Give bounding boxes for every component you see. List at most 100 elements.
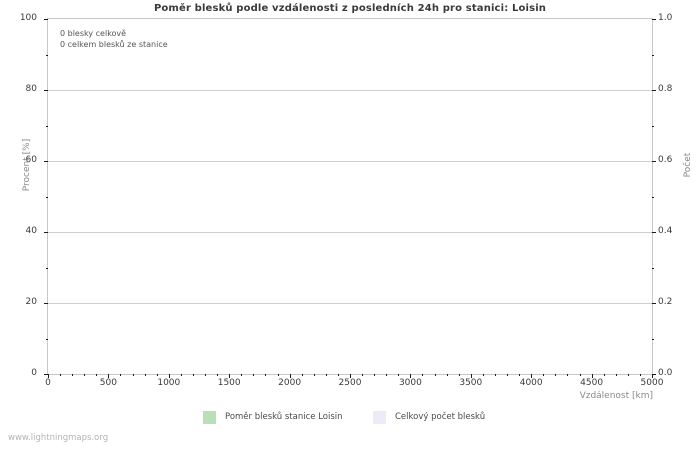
tick-major [168, 374, 170, 378]
site-watermark: www.lightningmaps.org [8, 433, 109, 443]
y-tick-label: 0 [31, 368, 37, 378]
tick-minor [120, 374, 122, 376]
y2-axis-title: Počet [683, 152, 693, 178]
tick-minor [253, 374, 255, 376]
tick-minor [567, 374, 569, 376]
tick-major [652, 374, 653, 378]
tick-minor [458, 374, 460, 376]
x-tick-label: 3000 [398, 378, 422, 388]
tick-minor [46, 267, 48, 269]
x-axis-tick-labels: 0 500 1000 1500 2000 2500 3000 3500 4000 4500 5000 [45, 378, 663, 392]
tick-major [652, 232, 656, 233]
y2-axis-tick-labels: 0.0 0.2 0.4 0.6 0.8 1.0 [658, 14, 700, 378]
tick-minor [555, 374, 557, 376]
y-axis-title: Procent [%] [22, 138, 32, 192]
tick-major [652, 19, 656, 20]
tick-minor [652, 338, 654, 340]
tick-minor [217, 374, 219, 376]
x-axis-title: Vzdálenost [km] [579, 391, 653, 401]
tick-minor [519, 374, 521, 376]
gridline [48, 303, 652, 304]
tick-minor [386, 374, 388, 376]
x-tick-label: 0 [45, 378, 51, 388]
legend-label: Poměr blesků stanice Loisin [225, 412, 343, 422]
tick-minor [507, 374, 509, 376]
plot-area: 0 blesky celkově 0 celkem blesků ze stan… [44, 18, 656, 378]
tick-minor [156, 374, 158, 376]
tick-minor [46, 338, 48, 340]
tick-minor [374, 374, 376, 376]
tick-minor [72, 374, 74, 376]
legend-label: Celkový počet blesků [395, 412, 486, 422]
annotation-line-station: 0 celkem blesků ze stanice [60, 40, 168, 49]
y-axis-tick-labels: 0 20 40 60 80 100 [0, 14, 42, 378]
tick-minor [494, 374, 496, 376]
tick-major [44, 90, 48, 91]
tick-minor [325, 374, 327, 376]
tick-minor [627, 374, 629, 376]
y-tick-label: 100 [19, 13, 37, 23]
chart-legend: Poměr blesků stanice Loisin Celkový počet… [47, 409, 653, 427]
tick-minor [46, 125, 48, 127]
tick-minor [482, 374, 484, 376]
tick-major [652, 161, 656, 162]
tick-minor [46, 196, 48, 198]
tick-minor [241, 374, 243, 376]
tick-major [652, 374, 656, 375]
tick-major [289, 374, 291, 378]
tick-minor [265, 374, 267, 376]
tick-major [44, 232, 48, 233]
tick-major [108, 374, 110, 378]
plot-annotation: 0 blesky celkově 0 celkem blesků ze stan… [60, 28, 168, 50]
annotation-line-total: 0 blesky celkově [60, 29, 127, 38]
tick-minor [84, 374, 86, 376]
tick-major [531, 374, 533, 378]
tick-major [44, 19, 48, 20]
tick-minor [652, 125, 654, 127]
chart-title: Poměr blesků podle vzdálenosti z posledn… [153, 3, 547, 14]
tick-minor [603, 374, 605, 376]
x-tick-label: 1500 [217, 378, 241, 388]
tick-major [652, 90, 656, 91]
y-tick-label: 80 [25, 84, 37, 94]
tick-minor [543, 374, 545, 376]
y2-tick-label: 0.4 [658, 226, 673, 236]
legend-swatch-icon [203, 410, 216, 424]
gridline [48, 161, 652, 162]
y-tick-label: 60 [25, 155, 37, 165]
tick-minor [313, 374, 315, 376]
tick-minor [277, 374, 279, 376]
y-tick-label: 40 [25, 226, 37, 236]
tick-major [350, 374, 351, 378]
legend-swatch-icon [373, 410, 386, 424]
y2-tick-label: 0.6 [658, 155, 673, 165]
legend-item[interactable]: Poměr blesků stanice Loisin [203, 409, 343, 425]
tick-minor [615, 374, 617, 376]
y2-tick-label: 0.0 [658, 368, 673, 378]
x-tick-label: 5000 [640, 378, 664, 388]
tick-minor [434, 374, 436, 376]
tick-major [410, 374, 412, 378]
tick-minor [144, 374, 146, 376]
tick-minor [639, 374, 641, 376]
tick-minor [652, 267, 654, 269]
tick-minor [96, 374, 98, 376]
tick-minor [60, 374, 62, 376]
tick-minor [132, 374, 134, 376]
y2-tick-label: 0.2 [658, 297, 673, 307]
x-tick-label: 1000 [157, 378, 181, 388]
tick-minor [205, 374, 207, 376]
tick-major [652, 303, 656, 304]
legend-item[interactable]: Celkový počet blesků [373, 409, 485, 425]
tick-major [470, 374, 472, 378]
gridline [48, 232, 652, 233]
tick-major [44, 161, 48, 162]
tick-minor [398, 374, 400, 376]
tick-minor [301, 374, 303, 376]
x-tick-label: 4000 [519, 378, 543, 388]
gridline [48, 90, 652, 91]
tick-minor [652, 196, 654, 198]
x-tick-label: 3500 [459, 378, 483, 388]
tick-major [44, 303, 48, 304]
